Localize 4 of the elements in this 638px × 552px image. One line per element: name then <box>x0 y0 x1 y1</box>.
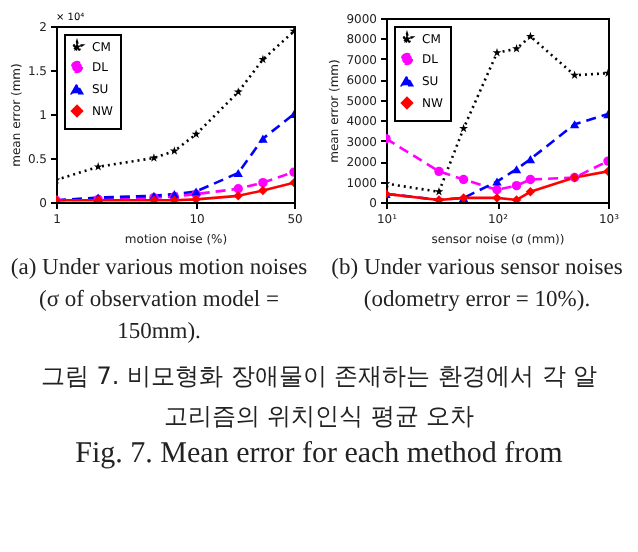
text: (b) Under various sensor noises (odometry error = 10%). <box>329 254 625 316</box>
text: Fig. 7. Mean error for each method from <box>73 436 565 472</box>
text: (a) Under various motion noises (σ of observation model = 150mm). <box>8 254 310 348</box>
text: 그림 7. 비모형화 장애물이 존재하는 환경에서 각 알고리즘의 위치인식 평균 오차 <box>38 360 600 434</box>
